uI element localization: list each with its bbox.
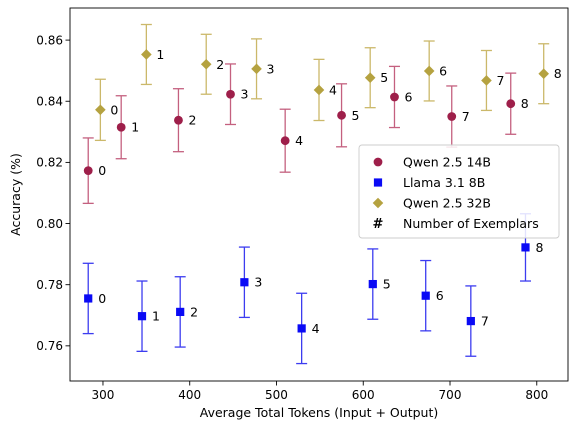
legend-marker xyxy=(372,197,384,209)
point-label: 6 xyxy=(404,89,412,104)
legend-marker: # xyxy=(373,217,384,232)
x-axis: 300 400 500 600 700 800 xyxy=(92,381,548,402)
x-tick-label: 600 xyxy=(352,388,375,402)
x-tick-label: 400 xyxy=(178,388,201,402)
data-point xyxy=(447,112,457,121)
data-point xyxy=(313,84,325,96)
point-label: 0 xyxy=(98,163,106,178)
data-point xyxy=(83,166,93,176)
data-point xyxy=(368,279,377,289)
data-point xyxy=(466,316,475,326)
x-tick-label: 300 xyxy=(92,388,115,402)
legend-marker xyxy=(373,178,383,187)
data-point xyxy=(251,63,262,75)
data-point xyxy=(297,324,306,333)
point-label: 2 xyxy=(190,304,198,319)
data-point xyxy=(506,99,516,109)
y-axis-label: Accuracy (%) xyxy=(8,153,23,236)
y-axis: 0.76 0.78 0.80 0.82 0.84 0.86 xyxy=(36,33,70,353)
legend-label: Qwen 2.5 14B xyxy=(403,155,491,170)
y-tick-label: 0.76 xyxy=(36,339,63,353)
y-tick-label: 0.84 xyxy=(36,95,63,109)
point-label: 8 xyxy=(535,240,543,255)
point-label: 4 xyxy=(312,321,320,336)
point-label: 3 xyxy=(267,61,275,76)
point-label: 8 xyxy=(521,96,529,111)
data-point xyxy=(390,92,399,102)
data-point xyxy=(538,68,550,80)
x-tick-label: 500 xyxy=(265,388,288,402)
x-tick-label: 700 xyxy=(439,388,462,402)
point-label: 3 xyxy=(241,87,249,102)
plot-frame xyxy=(69,7,569,382)
data-point xyxy=(280,136,290,146)
data-point xyxy=(95,104,106,116)
legend-marker xyxy=(373,157,383,167)
y-tick-label: 0.78 xyxy=(36,278,63,292)
legend: Qwen 2.5 14B Llama 3.1 8B Qwen 2.5 32B # Num… xyxy=(358,144,560,239)
point-label: 6 xyxy=(436,288,444,303)
point-label: 4 xyxy=(329,82,337,97)
markers-layer xyxy=(83,49,550,333)
legend-label: Llama 3.1 8B xyxy=(403,175,485,190)
legend-label: Number of Exemplars xyxy=(403,216,539,231)
data-point xyxy=(141,49,152,60)
x-axis-label: Average Total Tokens (Input + Output) xyxy=(200,405,438,420)
point-label: 2 xyxy=(216,57,224,72)
data-point xyxy=(84,294,93,303)
y-tick-label: 0.80 xyxy=(36,217,63,231)
data-point xyxy=(226,89,235,99)
data-point xyxy=(521,243,530,252)
point-label: 1 xyxy=(156,47,164,62)
data-point xyxy=(174,115,183,125)
y-tick-label: 0.82 xyxy=(36,156,63,170)
data-point xyxy=(137,312,147,321)
point-label: 7 xyxy=(481,314,489,329)
legend-frame xyxy=(358,144,560,239)
point-label: 4 xyxy=(295,133,303,148)
data-point xyxy=(364,72,376,84)
data-point xyxy=(481,75,492,86)
y-tick-label: 0.86 xyxy=(36,33,63,47)
data-point xyxy=(337,110,346,120)
point-label: 0 xyxy=(110,102,118,117)
point-label: 0 xyxy=(98,291,106,306)
point-label: 1 xyxy=(152,309,160,324)
point-label: 8 xyxy=(554,66,562,81)
point-label: 7 xyxy=(462,109,470,124)
point-label: 5 xyxy=(380,70,388,85)
data-point xyxy=(423,65,435,77)
x-tick-label: 800 xyxy=(525,388,548,402)
data-point xyxy=(116,122,126,132)
data-point xyxy=(240,278,249,287)
point-label: 7 xyxy=(496,73,504,88)
point-label: 5 xyxy=(352,108,360,123)
point-label: 1 xyxy=(131,120,139,135)
data-point xyxy=(176,307,185,317)
legend-label: Qwen 2.5 32B xyxy=(403,196,491,211)
point-label: 3 xyxy=(254,275,262,290)
point-label: 5 xyxy=(383,277,391,292)
data-point xyxy=(200,58,212,70)
data-point xyxy=(421,291,430,300)
point-label: 2 xyxy=(188,113,196,128)
point-label: 6 xyxy=(439,63,447,78)
